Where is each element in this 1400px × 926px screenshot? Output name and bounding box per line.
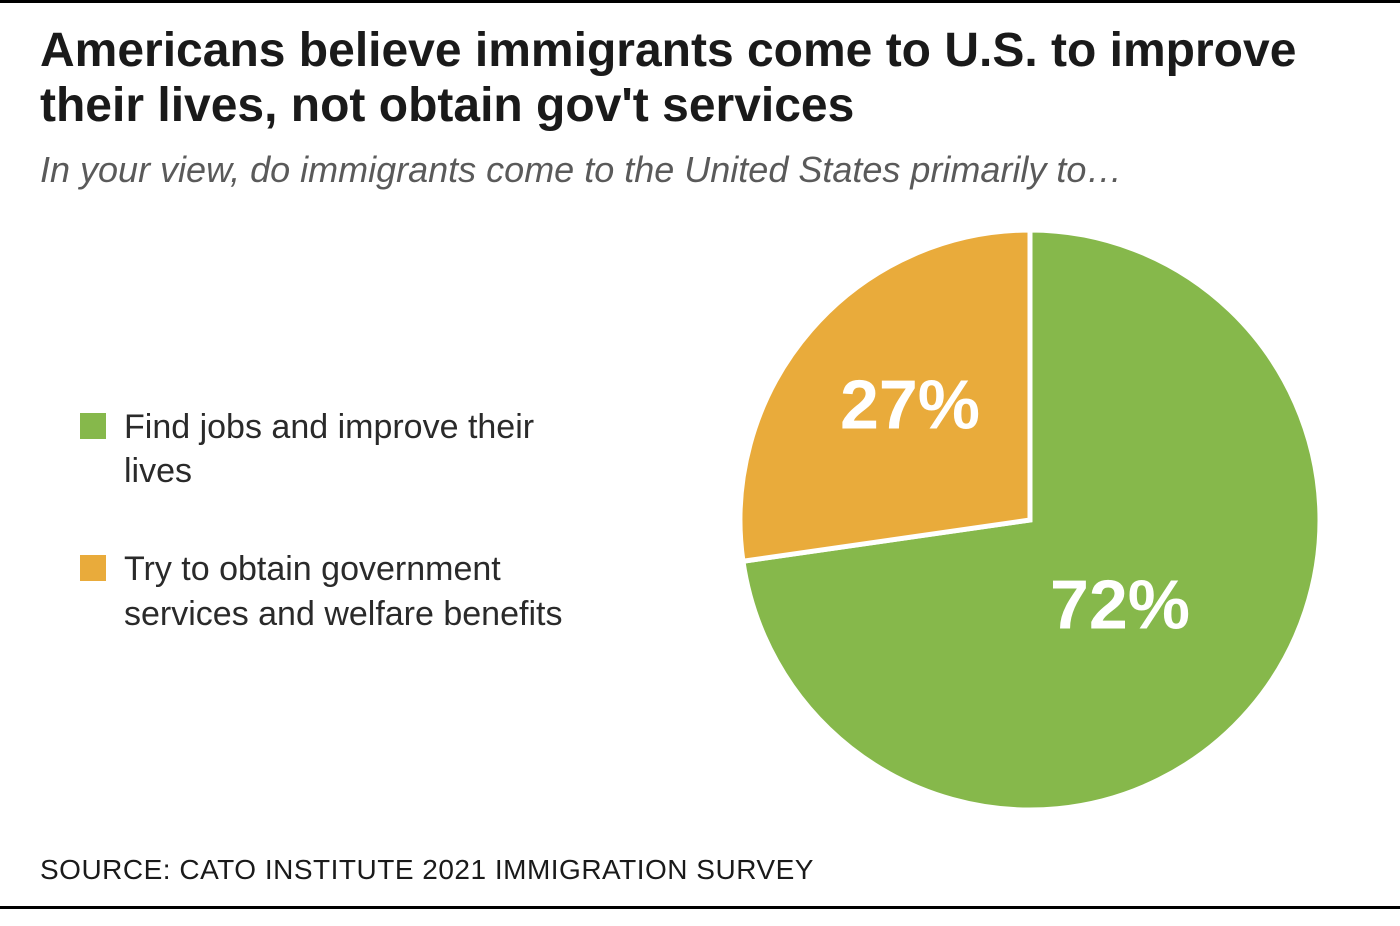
chart-body: Find jobs and improve their lives Try to… xyxy=(40,200,1360,840)
chart-title: Americans believe immigrants come to U.S… xyxy=(40,23,1360,133)
pie-value-gov_services: 27% xyxy=(840,366,980,444)
legend-swatch-find-jobs xyxy=(80,413,106,439)
legend-item-gov-services: Try to obtain government services and we… xyxy=(80,547,600,635)
chart-card: Americans believe immigrants come to U.S… xyxy=(0,0,1400,909)
legend: Find jobs and improve their lives Try to… xyxy=(40,405,600,636)
legend-label-find-jobs: Find jobs and improve their lives xyxy=(124,405,584,493)
pie-value-find_jobs: 72% xyxy=(1050,566,1190,644)
chart-subtitle: In your view, do immigrants come to the … xyxy=(40,147,1360,192)
legend-item-find-jobs: Find jobs and improve their lives xyxy=(80,405,600,493)
legend-swatch-gov-services xyxy=(80,555,106,581)
legend-label-gov-services: Try to obtain government services and we… xyxy=(124,547,584,635)
chart-source: SOURCE: CATO INSTITUTE 2021 IMMIGRATION … xyxy=(40,846,1360,886)
pie-chart: 72% 27% xyxy=(700,210,1360,830)
